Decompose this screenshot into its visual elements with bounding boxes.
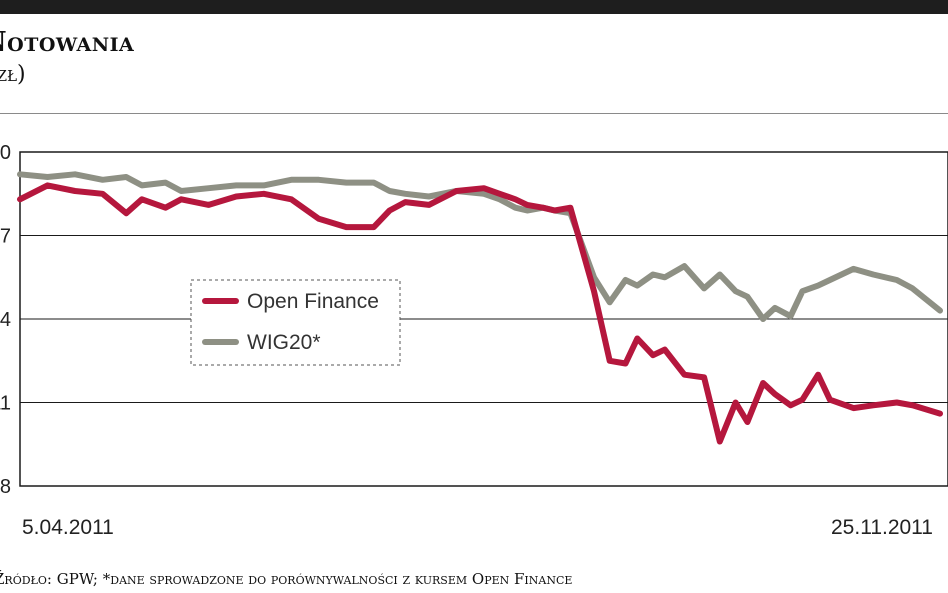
y-tick-label-17: 17 [0,226,11,248]
y-axis-ticks: 8 11 14 17 20 [0,142,11,498]
x-axis-ticks: 5.04.2011 25.11.2011 [22,516,933,539]
header-rule [0,113,948,114]
chart-title: Notowania [0,27,135,58]
y-tick-label-14: 14 [0,309,11,331]
legend-label-open-finance: Open Finance [247,290,379,313]
y-tick-label-8: 8 [0,476,11,498]
source-note: Źródło: GPW; *dane sprowadzone do porówn… [0,570,573,588]
top-bar [0,0,948,14]
line-chart: 8 11 14 17 20 5.04.2011 25.11.2011 Open Finan… [0,142,948,539]
legend-label-wig20: WIG20* [247,331,321,354]
series-lines [17,171,943,445]
chart-unit-label: (zł) [0,62,26,87]
legend: Open Finance WIG20* [190,279,401,366]
y-tick-label-11: 11 [0,393,11,415]
series-line-open-finance [17,182,943,445]
y-tick-label-20: 20 [0,142,11,164]
x-tick-label-end: 25.11.2011 [831,516,933,539]
x-tick-label-start: 5.04.2011 [22,516,114,539]
legend-box [190,279,401,366]
